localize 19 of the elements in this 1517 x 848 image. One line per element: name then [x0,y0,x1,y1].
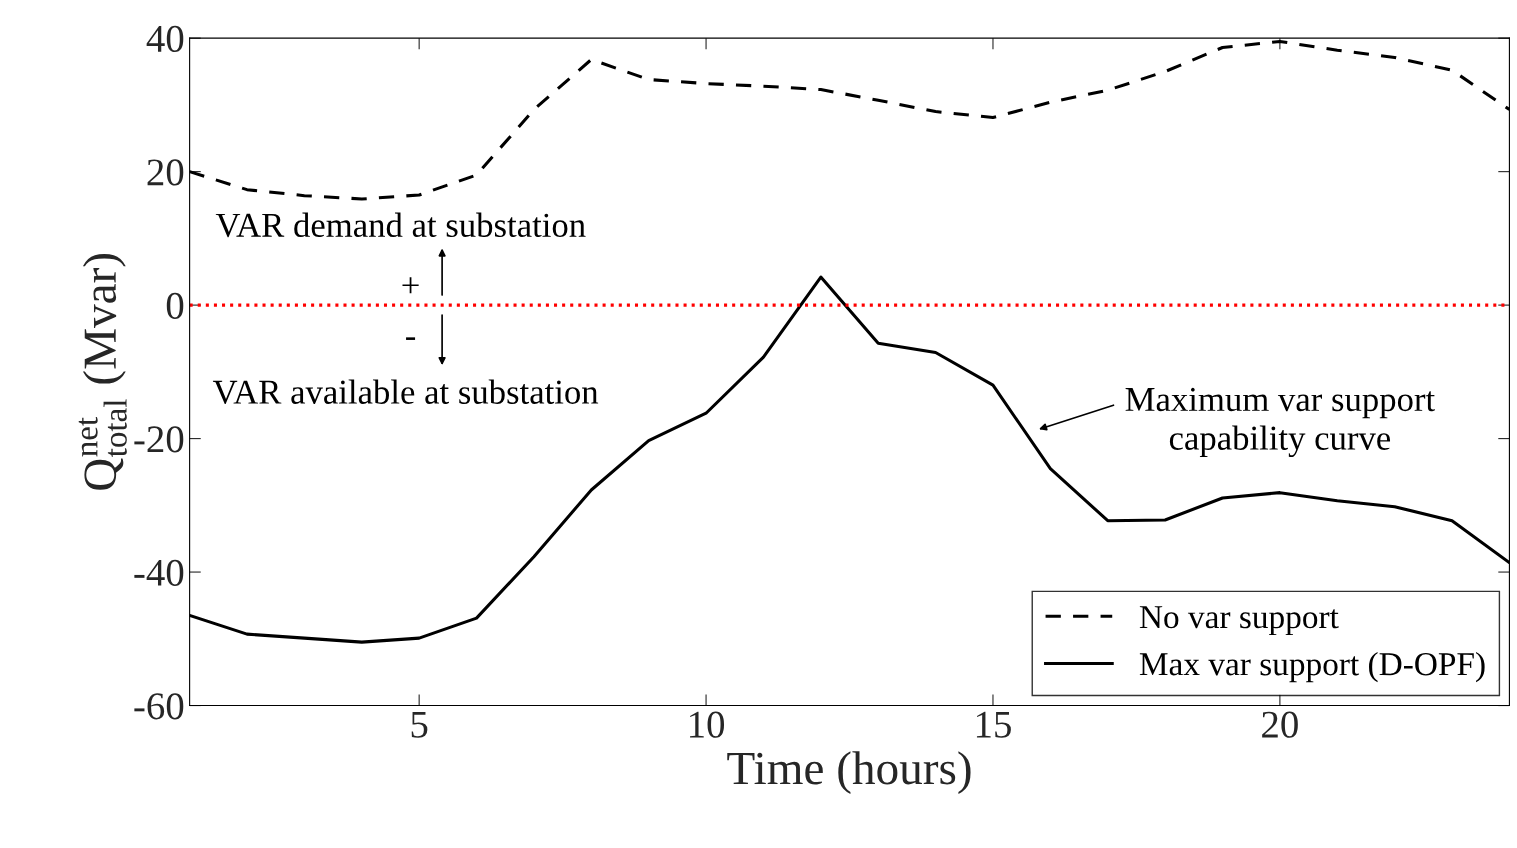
annotation: VAR demand at substation [215,212,586,238]
y-tick-label: 0 [166,292,184,319]
y-axis-title: Q$^{net}$$_{total}$ (Mvar) [78,254,127,490]
annotation: + [402,277,419,294]
annotation: Maximum var support capability curve [1125,387,1435,458]
y-tick-label: -20 [134,426,184,453]
y-tick-label: -40 [134,559,184,586]
legend-label: No var support [1139,606,1339,636]
legend-label: Max var support (D-OPF) [1139,651,1485,683]
x-tick-label: 10 [690,711,725,738]
y-tick-label: 40 [146,25,184,53]
annotation: - [406,337,416,340]
y-tick-label: -60 [134,693,184,720]
y-tick-label: 20 [147,159,184,186]
x-tick-label: 15 [976,711,1011,738]
x-tick-label: 20 [1262,711,1298,738]
annotation: VAR available at substation [212,379,599,405]
x-axis-title: Time (hours) [727,751,971,795]
x-tick-label: 5 [411,711,428,738]
